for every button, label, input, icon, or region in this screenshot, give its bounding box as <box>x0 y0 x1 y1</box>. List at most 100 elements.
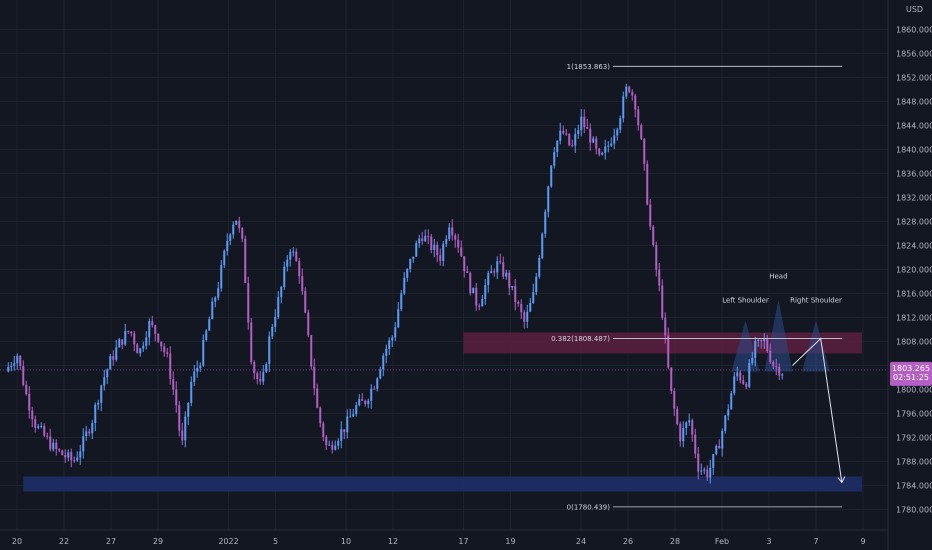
candle-body <box>679 424 682 442</box>
resistance-zone <box>463 332 862 354</box>
candle-body <box>304 291 307 313</box>
price-tick-label: 1808.000 <box>896 338 932 347</box>
candle-body <box>610 143 613 146</box>
candle-body <box>505 272 508 277</box>
price-tick-label: 1852.000 <box>896 74 932 83</box>
projection-path <box>792 337 843 483</box>
candle-body <box>76 457 79 461</box>
candle-body <box>157 333 160 342</box>
candle-body <box>688 420 691 423</box>
candle-body <box>604 146 607 153</box>
candle-body <box>112 356 115 360</box>
price-tick-label: 1832.000 <box>896 194 932 203</box>
candle-body <box>175 389 178 406</box>
candle-body <box>466 271 469 273</box>
pattern-label: Head <box>769 273 787 281</box>
candle-body <box>193 371 196 382</box>
candle-body <box>64 455 67 458</box>
candle-body <box>382 355 385 370</box>
candle-body <box>433 244 436 250</box>
candle-body <box>256 373 259 380</box>
candle-body <box>358 399 361 406</box>
candle-body <box>16 355 19 364</box>
candle-body <box>307 312 310 336</box>
candle-body <box>697 453 700 472</box>
candle-body <box>547 186 550 212</box>
candle-body <box>637 109 640 126</box>
time-tick-label: 17 <box>458 537 468 546</box>
fib-label: 0(1780.439) <box>567 503 611 511</box>
candle-body <box>715 445 718 455</box>
candle-body <box>262 371 265 382</box>
candle-body <box>649 204 652 227</box>
candle-body <box>781 374 784 376</box>
candle-body <box>79 451 82 458</box>
price-tick-label: 1820.000 <box>896 266 932 275</box>
candle-body <box>310 335 313 367</box>
candle-body <box>733 376 736 394</box>
candle-body <box>541 233 544 258</box>
price-tick-label: 1836.000 <box>896 170 932 179</box>
candle-body <box>160 341 163 347</box>
candle-body <box>502 262 505 277</box>
candle-body <box>607 145 610 147</box>
candle-body <box>184 416 187 441</box>
candle-body <box>103 377 106 386</box>
candle-body <box>577 130 580 135</box>
candle-body <box>595 138 598 149</box>
candle-body <box>187 402 190 417</box>
candle-body <box>619 118 622 130</box>
candle-body <box>739 372 742 381</box>
candle-body <box>529 303 532 312</box>
candle-body <box>130 331 133 334</box>
candle-body <box>34 419 37 428</box>
candle-body <box>460 247 463 257</box>
time-axis[interactable]: 20 22 27 29 2022 5 10 12 17 19 24 26 28 Feb 3 7 9 <box>12 537 866 546</box>
price-axis[interactable]: 1780.000 1784.000 1788.000 1792.000 1796.000… <box>896 26 932 515</box>
candles <box>7 83 784 484</box>
candle-body <box>370 388 373 401</box>
candle-body <box>289 252 292 260</box>
candle-body <box>247 282 250 323</box>
candle-body <box>706 469 709 478</box>
candle-body <box>424 236 427 242</box>
candle-body <box>445 238 448 244</box>
candle-body <box>31 410 34 420</box>
candle-body <box>694 434 697 454</box>
candle-body <box>514 286 517 303</box>
candle-body <box>241 228 244 239</box>
candle-body <box>760 339 763 342</box>
candle-body <box>748 363 751 387</box>
candle-body <box>349 416 352 418</box>
candle-body <box>319 407 322 424</box>
candle-body <box>778 366 781 376</box>
price-tick-label: 1824.000 <box>896 242 932 251</box>
candle-body <box>454 235 457 240</box>
candle-body <box>361 399 364 401</box>
candle-body <box>313 366 316 389</box>
candle-body <box>250 322 253 363</box>
time-tick-label: 22 <box>59 537 69 546</box>
candle-body <box>25 384 28 395</box>
candle-body <box>346 416 349 433</box>
candle-body <box>139 348 142 354</box>
pattern-triangle <box>764 299 793 372</box>
candle-body <box>442 243 445 261</box>
candle-body <box>565 133 568 135</box>
candle-body <box>631 91 634 96</box>
price-badge-box <box>890 361 932 386</box>
candle-body <box>46 435 49 437</box>
candle-body <box>394 327 397 338</box>
candle-body <box>538 257 541 277</box>
candle-body <box>718 445 721 449</box>
candle-body <box>109 356 112 370</box>
candle-body <box>667 335 670 368</box>
candle-body <box>13 363 16 366</box>
candle-body <box>448 227 451 239</box>
candle-body <box>712 454 715 468</box>
candle-body <box>763 339 766 342</box>
support-zone <box>23 476 862 492</box>
candle-body <box>412 256 415 260</box>
